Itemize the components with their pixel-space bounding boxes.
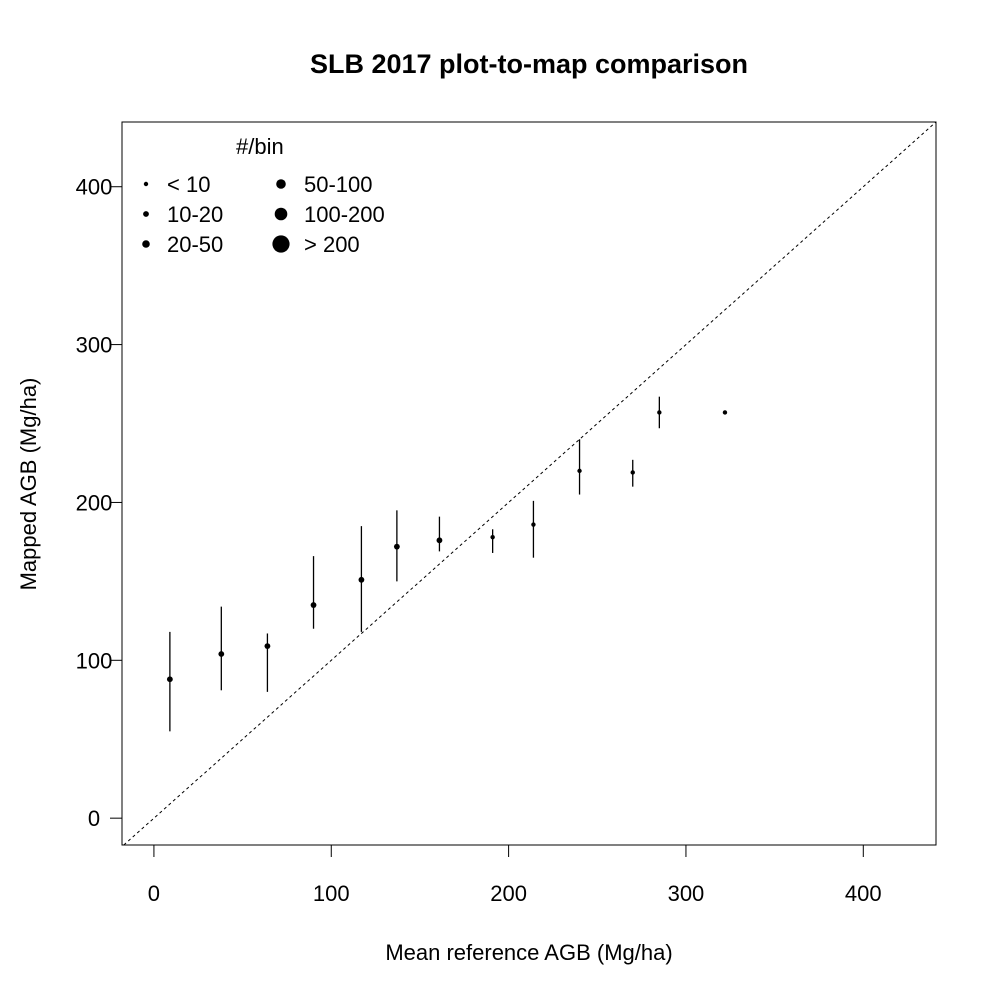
legend-label: 50-100	[304, 172, 373, 197]
data-point	[218, 651, 225, 657]
legend-label: 100-200	[304, 202, 385, 227]
x-tick-label: 0	[148, 881, 160, 906]
x-tick-label: 400	[845, 881, 882, 906]
data-point	[393, 543, 400, 550]
legend-title: #/bin	[236, 134, 284, 159]
legend: #/bin < 10 10-20 20-50 50-100 100-200 > 200	[142, 134, 385, 257]
data-point	[310, 602, 317, 608]
y-axis: 0 100 200 300 400	[76, 175, 123, 831]
data-point	[657, 410, 662, 415]
legend-label: 10-20	[167, 202, 223, 227]
y-tick-label: 100	[76, 648, 113, 673]
reference-line	[123, 121, 937, 846]
legend-marker	[274, 207, 288, 221]
data-point	[166, 676, 173, 683]
x-tick-label: 300	[668, 881, 705, 906]
chart-title: SLB 2017 plot-to-map comparison	[310, 49, 748, 79]
legend-marker	[143, 181, 149, 187]
x-tick-label: 100	[313, 881, 350, 906]
data-point	[436, 537, 443, 544]
data-point	[358, 576, 365, 583]
legend-label: < 10	[167, 172, 210, 197]
data-point	[722, 410, 728, 415]
x-tick-label: 200	[490, 881, 527, 906]
data-point	[531, 522, 536, 527]
y-tick-label: 200	[76, 490, 113, 515]
y-tick-label: 0	[88, 806, 100, 831]
y-axis-title: Mapped AGB (Mg/ha)	[16, 378, 41, 591]
legend-marker	[276, 179, 286, 189]
data-point	[630, 470, 635, 475]
legend-label: 20-50	[167, 232, 223, 257]
data-point	[264, 643, 271, 649]
legend-marker	[142, 240, 150, 248]
plot-area	[123, 121, 937, 846]
legend-marker	[272, 235, 290, 253]
legend-label: > 200	[304, 232, 360, 257]
y-tick-label: 300	[76, 333, 113, 358]
legend-marker	[143, 211, 149, 217]
x-axis: 0 100 200 300 400	[148, 844, 882, 906]
y-tick-label: 400	[76, 175, 113, 200]
data-point	[577, 468, 582, 474]
x-axis-title: Mean reference AGB (Mg/ha)	[385, 940, 672, 965]
data-point	[490, 534, 495, 540]
